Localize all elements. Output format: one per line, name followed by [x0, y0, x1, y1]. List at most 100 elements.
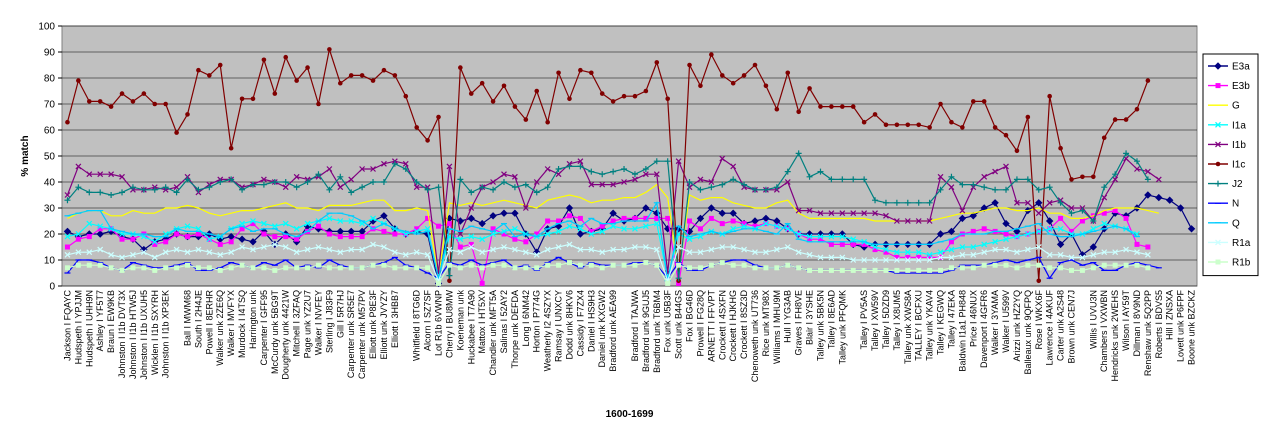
data-point-i1c	[1058, 145, 1063, 151]
data-point-e3a	[991, 199, 999, 207]
y-tick-label: 60	[44, 126, 56, 137]
data-point-r1b	[414, 265, 420, 271]
data-point-r1b	[1003, 262, 1009, 268]
data-point-i1c	[665, 96, 670, 102]
data-point-e3a	[1155, 193, 1163, 202]
data-point-i1c	[458, 65, 463, 70]
data-point-i1c	[763, 83, 769, 89]
x-tick-label: Hull I YG3AB	[783, 290, 793, 343]
data-point-i1b	[1155, 176, 1162, 183]
data-point-i1b	[413, 184, 420, 191]
data-point-r1a	[1068, 254, 1075, 261]
data-point-i1a	[293, 225, 300, 232]
data-point-e3b	[436, 223, 442, 229]
data-point-e3a	[718, 209, 726, 217]
data-point-i1a	[632, 225, 638, 232]
data-point-r1a	[282, 244, 289, 250]
data-point-r1a	[653, 246, 660, 253]
data-point-i1a	[872, 244, 878, 250]
data-point-e3a	[1056, 240, 1065, 249]
data-point-i1a	[959, 244, 966, 250]
data-point-j2	[675, 275, 682, 282]
data-point-j2	[195, 186, 202, 193]
data-point-j2	[1079, 207, 1086, 214]
legend-marker-e3a	[1214, 62, 1222, 70]
y-axis-title: % match	[20, 135, 31, 176]
data-point-j2	[97, 189, 104, 196]
x-tick-label: Whitfield I 8TG6D	[412, 290, 422, 362]
data-point-r1b	[556, 262, 562, 268]
data-point-j2	[664, 158, 671, 165]
data-point-r1b	[970, 265, 976, 271]
x-tick-label: Walker I MVFYX	[226, 290, 236, 356]
data-point-i1b	[337, 184, 344, 191]
data-point-i1a	[1014, 233, 1020, 240]
data-point-i1c	[425, 138, 430, 143]
data-point-i1c	[174, 130, 179, 135]
data-point-i1c	[108, 104, 114, 109]
data-point-e3b	[719, 221, 725, 227]
data-point-j2	[446, 272, 453, 279]
legend-item-i1c: I1c	[1208, 160, 1245, 171]
data-point-i1c	[294, 78, 299, 83]
data-point-j2	[380, 179, 387, 185]
data-point-i1c	[654, 60, 660, 65]
data-point-r1a	[140, 249, 147, 256]
data-point-i1c	[327, 47, 332, 52]
data-point-i1c	[97, 99, 103, 104]
x-tick-label: Hudspeth I YPJJM	[73, 290, 83, 364]
data-point-j2	[850, 176, 857, 183]
data-point-j2	[413, 179, 420, 185]
data-point-i1a	[577, 225, 584, 232]
data-point-j2	[1057, 199, 1064, 206]
data-point-e3b	[261, 231, 267, 237]
data-point-r1a	[239, 244, 245, 250]
data-point-i1c	[490, 99, 496, 104]
x-tick-label: Ball I MWM68	[183, 290, 193, 346]
data-point-e3a	[1035, 199, 1043, 207]
x-tick-label: Walker unk 2ZE6Q	[215, 290, 225, 366]
x-tick-label: Walker I NVFEY	[313, 290, 323, 355]
data-point-i1b	[697, 176, 704, 183]
data-point-r1a	[1090, 251, 1097, 258]
data-point-j2	[544, 184, 551, 191]
legend-marker-i1b	[1215, 141, 1221, 148]
y-axis-ticks: 0 10 20 30 40 50 60 70 80 90 100	[38, 22, 62, 293]
legend-item-r1a: R1a	[1208, 238, 1251, 249]
x-tick-label: Mitchell I 3ZFAQ	[292, 290, 302, 357]
data-point-j2	[326, 186, 333, 193]
data-point-j2	[348, 189, 355, 196]
data-point-r1b	[577, 262, 583, 268]
data-point-i1a	[1101, 220, 1108, 227]
gridlines	[62, 25, 1197, 287]
data-point-i1c	[130, 99, 136, 104]
data-point-r1b	[534, 265, 540, 271]
x-tick-label: Carpenter unk SR5E7	[346, 290, 356, 378]
data-point-i1c	[523, 117, 529, 122]
data-point-i1a	[926, 251, 933, 258]
data-point-e3a	[936, 230, 945, 238]
data-point-r1b	[545, 262, 551, 268]
legend-item-i1b: I1b	[1208, 140, 1246, 151]
data-point-i1a	[653, 220, 660, 227]
x-tick-label: Chandler unk MFT5A	[488, 290, 498, 376]
data-point-j2	[533, 189, 540, 196]
data-point-r1b	[632, 262, 638, 268]
data-point-e3b	[468, 241, 474, 247]
data-point-i1c	[556, 70, 561, 76]
data-point-r1a	[730, 244, 737, 250]
data-point-i1b	[915, 218, 922, 224]
x-tick-label: Dillman I 8V9ND	[1132, 290, 1142, 357]
data-point-i1a	[271, 223, 278, 230]
data-point-r1b	[1145, 265, 1151, 271]
data-point-e3b	[64, 244, 70, 250]
series-q	[64, 201, 1140, 282]
data-point-r1a	[250, 246, 256, 253]
data-point-r1a	[555, 244, 562, 250]
data-point-r1a	[206, 249, 213, 256]
x-tick-label: Johnston I I1b XP3EK	[161, 290, 171, 378]
data-point-r1b	[436, 280, 442, 286]
data-point-r1a	[621, 246, 627, 253]
data-point-j2	[217, 179, 224, 185]
data-point-e3b	[894, 254, 900, 260]
